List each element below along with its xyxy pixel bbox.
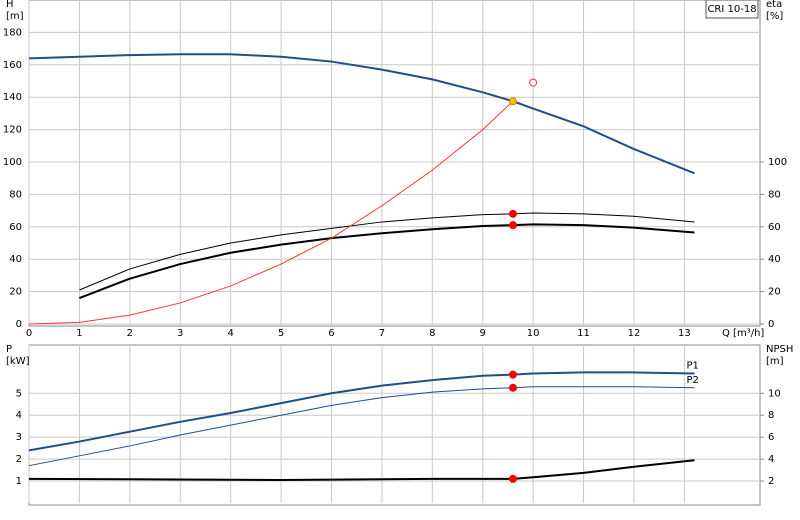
y-tick-label: 120	[3, 125, 22, 136]
y2-tick-label: 80	[768, 189, 781, 200]
y-axis-label: P	[6, 344, 12, 355]
y2-tick-label: 20	[768, 287, 781, 298]
x-axis-label: Q [m³/h]	[722, 328, 764, 339]
x-tick-label: 11	[577, 328, 590, 339]
y2-tick-label: 60	[768, 222, 781, 233]
y2-tick-label: 8	[768, 410, 774, 421]
y2-tick-label: 40	[768, 254, 781, 265]
operating-point	[508, 209, 517, 218]
x-tick-label: 7	[379, 328, 385, 339]
operating-point	[508, 383, 517, 392]
series-line	[28, 53, 695, 175]
y-tick-label: 140	[3, 92, 22, 103]
y-tick-label: 180	[3, 27, 22, 38]
x-tick-label: 10	[527, 328, 540, 339]
x-tick-label: 13	[678, 328, 691, 339]
y-tick-label: 4	[16, 410, 22, 421]
y2-tick-label: 2	[768, 476, 774, 487]
y2-axis-label: eta	[766, 0, 782, 10]
x-tick-label: 5	[278, 328, 284, 339]
y2-tick-label: 4	[768, 454, 774, 465]
operating-point	[508, 474, 517, 483]
x-tick-label: 12	[628, 328, 641, 339]
operating-point	[508, 97, 517, 106]
x-tick-label: 1	[76, 328, 82, 339]
y-axis-label: H	[6, 0, 14, 10]
x-tick-label: 3	[177, 328, 183, 339]
series-line	[28, 386, 695, 467]
model-label: CRI 10-18	[707, 4, 756, 15]
y-tick-label: 3	[16, 432, 22, 443]
y2-tick-label: 10	[768, 388, 781, 399]
x-tick-label: 8	[429, 328, 435, 339]
y2-tick-label: 0	[768, 319, 774, 330]
series-line	[28, 371, 695, 452]
series-line	[28, 459, 695, 481]
y-tick-label: 20	[9, 287, 22, 298]
x-tick-label: 0	[26, 328, 32, 339]
label-box	[705, 0, 759, 19]
y2-axis-label: NPSH	[766, 344, 793, 355]
y2-tick-label: 6	[768, 432, 774, 443]
x-tick-label: 4	[227, 328, 233, 339]
operating-point	[508, 370, 517, 379]
operating-point	[508, 221, 517, 230]
series-line	[79, 212, 695, 291]
y-tick-label: 160	[3, 60, 22, 71]
operating-point	[529, 78, 538, 87]
series-line	[79, 223, 695, 300]
y-axis-label: [kW]	[6, 356, 30, 367]
series-label: P1	[686, 361, 698, 372]
y2-axis-label: [m]	[766, 356, 784, 367]
y-tick-label: 5	[16, 388, 22, 399]
y-tick-label: 2	[16, 454, 22, 465]
y-tick-label: 60	[9, 222, 22, 233]
y-tick-label: 0	[16, 319, 22, 330]
x-tick-label: 2	[127, 328, 133, 339]
x-tick-label: 6	[328, 328, 334, 339]
y2-tick-label: 100	[768, 157, 787, 168]
y2-axis-label: [%]	[766, 11, 783, 22]
y-tick-label: 1	[16, 476, 22, 487]
y-tick-label: 100	[3, 157, 22, 168]
y-tick-label: 80	[9, 189, 22, 200]
y-tick-label: 40	[9, 254, 22, 265]
y-axis-label: [m]	[6, 11, 24, 22]
series-label: P2	[686, 375, 698, 386]
series-line	[28, 100, 514, 325]
x-tick-label: 9	[480, 328, 486, 339]
